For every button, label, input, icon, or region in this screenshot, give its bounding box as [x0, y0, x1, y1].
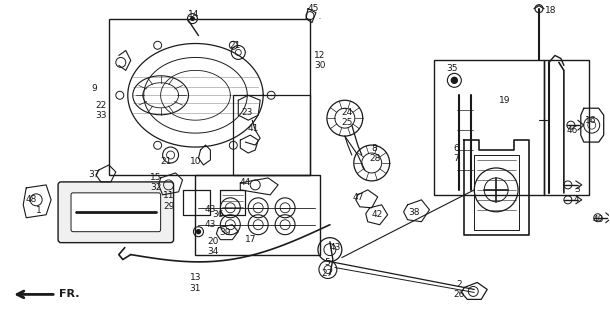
Text: 47: 47 [352, 193, 364, 202]
Text: 38: 38 [409, 208, 420, 217]
Text: 4: 4 [574, 195, 580, 204]
Bar [434, 60, 544, 195]
Text: 5: 5 [324, 258, 330, 267]
Text: 43: 43 [329, 243, 340, 252]
Text: 19: 19 [500, 96, 511, 105]
Text: 46: 46 [566, 126, 578, 135]
Text: 7: 7 [453, 154, 459, 163]
Text: 32: 32 [150, 183, 161, 192]
Circle shape [190, 16, 195, 21]
Text: 40: 40 [593, 215, 605, 224]
Bar [544, 60, 589, 195]
Text: 34: 34 [208, 247, 219, 256]
Text: 44: 44 [240, 179, 251, 188]
Text: 29: 29 [163, 202, 174, 211]
Text: 9: 9 [91, 84, 97, 93]
Text: 13: 13 [190, 273, 201, 282]
Circle shape [196, 230, 201, 234]
Bar [233, 95, 310, 175]
Text: 8: 8 [372, 144, 378, 153]
Text: 14: 14 [188, 10, 199, 19]
Circle shape [451, 77, 458, 83]
Text: 17: 17 [245, 235, 256, 244]
Text: 25: 25 [341, 118, 353, 127]
Text: 48: 48 [26, 195, 37, 204]
Text: 31: 31 [190, 284, 201, 293]
Bar [109, 19, 310, 175]
Text: 37: 37 [88, 171, 99, 180]
Text: 23: 23 [242, 108, 253, 117]
Text: 43: 43 [205, 205, 216, 214]
Text: 11: 11 [163, 191, 174, 200]
Text: 21: 21 [229, 41, 241, 50]
Text: 10: 10 [190, 157, 201, 166]
Text: 16: 16 [585, 116, 597, 125]
Text: 42: 42 [372, 210, 383, 219]
Text: 43: 43 [205, 220, 216, 229]
Text: 18: 18 [545, 6, 557, 15]
Text: 20: 20 [208, 237, 219, 246]
Text: 30: 30 [314, 61, 326, 70]
Text: 1: 1 [36, 206, 42, 215]
Text: 27: 27 [321, 269, 332, 278]
Text: 12: 12 [314, 51, 326, 60]
Text: 22: 22 [95, 101, 107, 110]
Text: 35: 35 [447, 64, 458, 73]
Text: 28: 28 [369, 154, 381, 163]
Text: 24: 24 [341, 108, 353, 117]
FancyBboxPatch shape [71, 193, 160, 232]
Text: 45: 45 [307, 4, 318, 13]
Text: 2: 2 [456, 280, 462, 289]
Text: 15: 15 [150, 173, 162, 182]
Text: 3: 3 [574, 185, 580, 194]
Text: 21: 21 [160, 157, 171, 166]
Text: 39: 39 [220, 228, 231, 237]
Text: FR.: FR. [59, 289, 79, 300]
Text: 41: 41 [248, 124, 259, 132]
Bar [195, 175, 320, 255]
Text: 36: 36 [213, 210, 224, 219]
Text: 33: 33 [95, 111, 107, 120]
Text: 6: 6 [453, 144, 459, 153]
Text: 45: 45 [319, 18, 321, 19]
FancyBboxPatch shape [58, 182, 174, 243]
Text: 26: 26 [454, 290, 465, 299]
